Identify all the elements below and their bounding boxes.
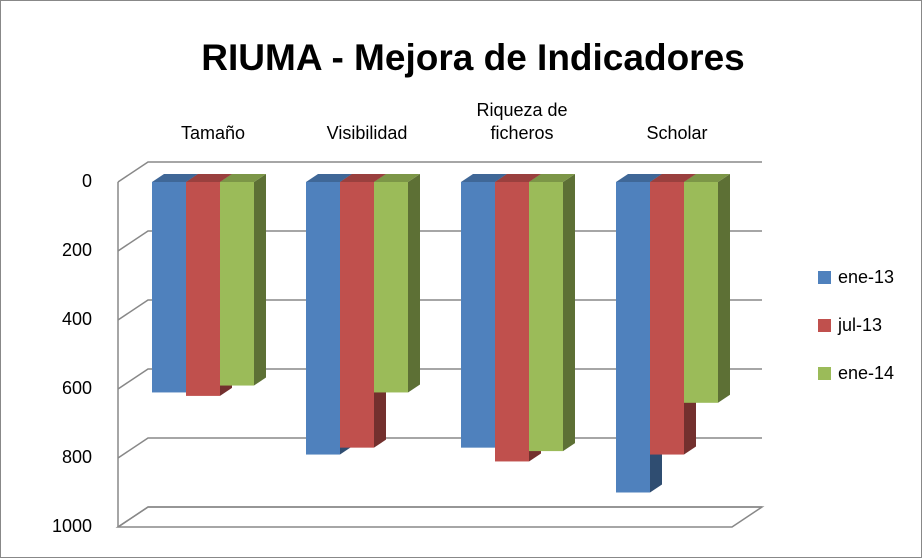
bar — [529, 182, 563, 452]
legend-swatch — [818, 271, 831, 284]
bar-top — [340, 174, 386, 182]
y-tick-label: 800 — [62, 447, 92, 467]
bar-top — [220, 174, 266, 182]
category-label: Scholar — [646, 123, 708, 143]
bar-top — [152, 174, 198, 182]
y-tick-label: 400 — [62, 309, 92, 329]
bar-top — [684, 174, 730, 182]
bar — [684, 182, 718, 403]
category-label: Visibilidad — [326, 123, 408, 143]
bar-top — [650, 174, 696, 182]
bar-top — [461, 174, 507, 182]
bar — [306, 182, 340, 455]
grid-line — [117, 506, 762, 528]
y-tick-label: 0 — [82, 171, 92, 191]
legend-label: ene-13 — [838, 267, 894, 287]
grid-line — [117, 161, 762, 183]
bar-side — [408, 174, 420, 393]
bar — [220, 182, 254, 386]
legend-swatch — [818, 367, 831, 380]
bar-top — [495, 174, 541, 182]
floor — [115, 506, 765, 528]
category-label: Tamaño — [180, 123, 246, 143]
bar — [152, 182, 186, 393]
bar-top — [529, 174, 575, 182]
legend-label: jul-13 — [837, 315, 882, 335]
bar-side — [718, 174, 730, 403]
bar-top — [374, 174, 420, 182]
category-label: Riqueza de ficheros — [476, 100, 568, 143]
y-tick-label: 1000 — [52, 516, 92, 536]
bar — [186, 182, 220, 396]
bar-top — [306, 174, 352, 182]
y-tick-label: 200 — [62, 240, 92, 260]
bar-side — [254, 174, 266, 386]
bar — [616, 182, 650, 493]
y-tick-label: 600 — [62, 378, 92, 398]
bar-top — [186, 174, 232, 182]
legend-label: ene-14 — [838, 363, 894, 383]
bar — [495, 182, 529, 462]
bar-side — [563, 174, 575, 452]
bar-top — [616, 174, 662, 182]
chart-title: RIUMA - Mejora de Indicadores — [201, 37, 744, 78]
legend-swatch — [818, 319, 831, 332]
bar — [461, 182, 495, 448]
bar — [650, 182, 684, 455]
bar — [374, 182, 408, 393]
bar — [340, 182, 374, 448]
